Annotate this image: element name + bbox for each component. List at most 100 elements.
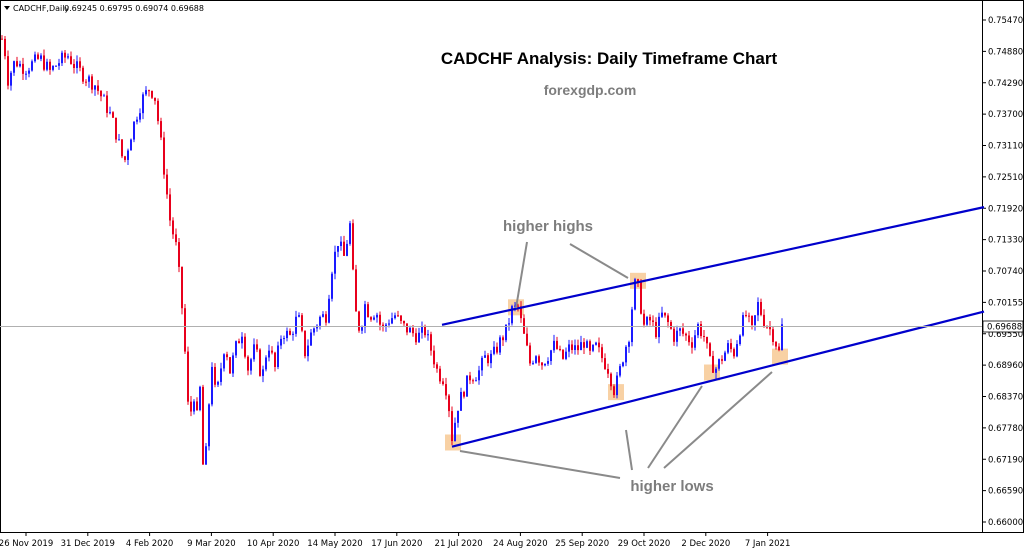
candle-body — [730, 343, 732, 350]
candle-body — [349, 223, 351, 244]
candle-body — [298, 315, 300, 317]
candle-body — [118, 139, 120, 141]
candle-body — [637, 279, 639, 282]
candle-body — [115, 117, 117, 140]
candle-body — [400, 315, 402, 321]
current-price-label-box — [982, 320, 1024, 333]
candle-body — [403, 320, 405, 324]
candle-body — [451, 411, 453, 442]
candle-body — [28, 70, 30, 74]
candle-body — [289, 330, 291, 335]
candle-body — [280, 338, 282, 346]
candle-body — [385, 324, 387, 327]
candle-body — [235, 341, 237, 356]
candle-body — [358, 311, 360, 331]
candle-body — [514, 305, 516, 307]
candle-body — [604, 358, 606, 369]
candle-body — [748, 315, 750, 317]
x-tick-label: 2 Dec 2020 — [681, 539, 730, 549]
candle-body — [250, 359, 252, 371]
candle-body — [664, 312, 666, 316]
candle-body — [772, 329, 774, 343]
annotation-pointer — [515, 241, 528, 309]
candle-body — [448, 395, 450, 412]
x-tick-label: 26 Nov 2019 — [0, 539, 53, 549]
candle-body — [712, 355, 714, 373]
candle-body — [202, 386, 204, 465]
current-price-label: 0.69688 — [987, 323, 1022, 333]
candle-body — [40, 55, 42, 59]
candle-body — [607, 368, 609, 374]
candle-body — [577, 345, 579, 351]
candle-body — [742, 315, 744, 336]
candle-body — [187, 351, 189, 402]
plot-frame — [0, 0, 983, 533]
candle-body — [616, 375, 618, 396]
candle-body — [262, 369, 264, 376]
candle-body — [175, 234, 177, 243]
candle-body — [55, 65, 57, 67]
candle-body — [694, 335, 696, 348]
candle-body — [88, 76, 90, 82]
candle-body — [166, 174, 168, 195]
candle-body — [580, 342, 582, 351]
header-symbol: CADCHF,Daily — [13, 4, 69, 13]
candle-body — [100, 90, 102, 97]
candle-body — [715, 368, 717, 373]
candle-body — [505, 324, 507, 341]
y-tick-label: 0.68960 — [988, 361, 1023, 371]
candle-body — [70, 56, 72, 64]
candle-body — [508, 323, 510, 325]
x-tick-label: 17 Jun 2020 — [371, 539, 422, 549]
candle-body — [139, 113, 141, 120]
candle-body — [466, 375, 468, 397]
y-tick-label: 0.66590 — [988, 487, 1023, 497]
candle-body — [574, 345, 576, 350]
candle-body — [718, 359, 720, 369]
candle-body — [181, 266, 183, 309]
candle-body — [172, 220, 174, 235]
candle-body — [109, 112, 111, 114]
x-tick-label: 10 Apr 2020 — [247, 539, 300, 549]
candle-body — [460, 391, 462, 411]
candle-body — [163, 137, 165, 175]
candle-body — [4, 38, 6, 57]
candle-body — [268, 350, 270, 358]
candle-body — [412, 327, 414, 334]
annotation-pointer — [569, 243, 629, 279]
candle-body — [502, 337, 504, 341]
price-axis: 0.75470 0.74880 0.74290 0.73700 0.73110 0.725… — [982, 16, 1023, 528]
candle-body — [355, 269, 357, 312]
candle-body — [778, 346, 780, 351]
candle-body — [283, 338, 285, 340]
candle-body — [634, 279, 636, 310]
candle-body — [454, 422, 456, 442]
candle-body — [301, 315, 303, 331]
candle-body — [316, 325, 318, 329]
candle-body — [691, 342, 693, 348]
candle-body — [91, 76, 93, 90]
candle-body — [511, 306, 513, 324]
candle-body — [724, 352, 726, 361]
candle-body — [475, 380, 477, 382]
candle-body — [457, 410, 459, 423]
candle-body — [43, 55, 45, 70]
annotation-pointer — [663, 371, 773, 469]
candle-body — [1, 38, 3, 40]
candle-body — [382, 324, 384, 327]
candle-body — [523, 318, 525, 334]
candle-body — [397, 315, 399, 317]
candle-body — [496, 346, 498, 353]
candle-body — [673, 328, 675, 342]
annotation-pointer — [625, 429, 633, 471]
candle-body — [427, 334, 429, 336]
candle-body — [151, 90, 153, 98]
candlesticks — [1, 35, 783, 465]
candle-body — [190, 401, 192, 412]
annotation-pointers — [459, 241, 773, 479]
candle-body — [556, 340, 558, 349]
candle-body — [10, 72, 12, 86]
candle-body — [529, 345, 531, 364]
candle-body — [418, 332, 420, 343]
y-tick-label: 0.67780 — [988, 424, 1023, 434]
